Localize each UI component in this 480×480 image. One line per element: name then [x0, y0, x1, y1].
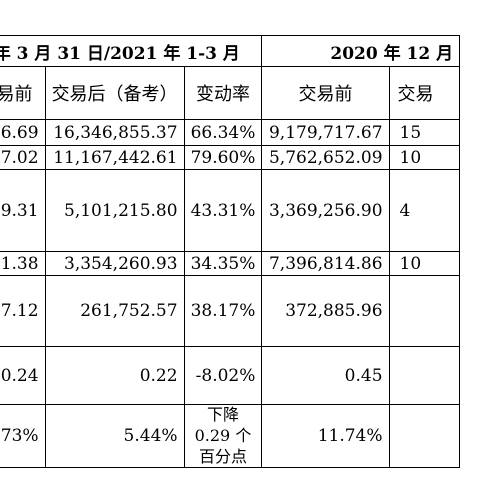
table-cell-change-note: 下降 0.29 个百分点 — [183, 403, 263, 469]
table-cell: 79.60% — [183, 145, 263, 170]
table-cell: 34.35% — [183, 251, 263, 276]
table-cell: 43.31% — [183, 169, 263, 252]
table-cell: 5,101,215.80 — [44, 169, 185, 252]
col-header-after-2020: 交易 — [388, 66, 461, 120]
table-cell: 11,306.69 — [0, 119, 46, 146]
table-cell: 10 — [388, 145, 461, 170]
table-cell — [388, 275, 461, 347]
table-row: 6,215,167.02 11,167,442.61 79.60% 5,762,… — [0, 145, 461, 170]
table-cell: -8.02% — [183, 346, 263, 405]
table-cell: 2,497,021.38 — [0, 251, 46, 276]
column-header-row: 交易前 交易后（备考） 变动率 交易前 交易 — [0, 66, 461, 120]
table-cell: 5.73% — [0, 403, 46, 469]
table-cell: 10 — [388, 251, 461, 276]
table-cell: 3,369,256.90 — [261, 169, 390, 252]
table-cell: 5,762,652.09 — [261, 145, 390, 170]
col-header-after-2021: 交易后（备考） — [44, 66, 185, 120]
table-row: 2,497,021.38 3,354,260.93 34.35% 7,396,8… — [0, 251, 461, 276]
table-cell: 5.44% — [44, 403, 185, 469]
col-header-before-2021: 交易前 — [0, 66, 46, 120]
table-cell: 0.22 — [44, 346, 185, 405]
table-row: 3,559,809.31 5,101,215.80 43.31% 3,369,2… — [0, 169, 461, 252]
table-cell: 7,396,814.86 — [261, 251, 390, 276]
table-cell: 11.74% — [261, 403, 390, 469]
table-cell: 11,167,442.61 — [44, 145, 185, 170]
table-cell: 189,437.12 — [0, 275, 46, 347]
table-row: 11,306.69 16,346,855.37 66.34% 9,179,717… — [0, 119, 461, 146]
table-cell: 6,215,167.02 — [0, 145, 46, 170]
table-cell: 16,346,855.37 — [44, 119, 185, 146]
table-cell: 66.34% — [183, 119, 263, 146]
period-2021-q1-header: 2021 年 3 月 31 日/2021 年 1-3 月 — [0, 35, 263, 67]
table-cell: 15 — [388, 119, 461, 146]
col-header-before-2020: 交易前 — [261, 66, 390, 120]
table-cell: 4 — [388, 169, 461, 252]
table-cell: 0.24 — [0, 346, 46, 405]
table-cell — [388, 403, 461, 469]
table-cell: 372,885.96 — [261, 275, 390, 347]
table-row: 0.24 0.22 -8.02% 0.45 — [0, 346, 461, 405]
table-cell — [388, 346, 461, 405]
change-note-text: 下降 0.29 个百分点 — [194, 405, 252, 466]
period-2020-header: 2020 年 12 月 — [261, 35, 461, 67]
table-row: 5.73% 5.44% 下降 0.29 个百分点 11.74% — [0, 403, 461, 469]
table-cell: 9,179,717.67 — [261, 119, 390, 146]
table-row: 189,437.12 261,752.57 38.17% 372,885.96 — [0, 275, 461, 347]
period-header-row: 2021 年 3 月 31 日/2021 年 1-3 月 2020 年 12 月 — [0, 35, 461, 67]
financial-comparison-table: 2021 年 3 月 31 日/2021 年 1-3 月 2020 年 12 月… — [0, 35, 461, 469]
col-header-change-rate: 变动率 — [183, 66, 263, 120]
table-cell: 3,559,809.31 — [0, 169, 46, 252]
table-cell: 3,354,260.93 — [44, 251, 185, 276]
table-cell: 0.45 — [261, 346, 390, 405]
table-cell: 38.17% — [183, 275, 263, 347]
table-cell: 261,752.57 — [44, 275, 185, 347]
